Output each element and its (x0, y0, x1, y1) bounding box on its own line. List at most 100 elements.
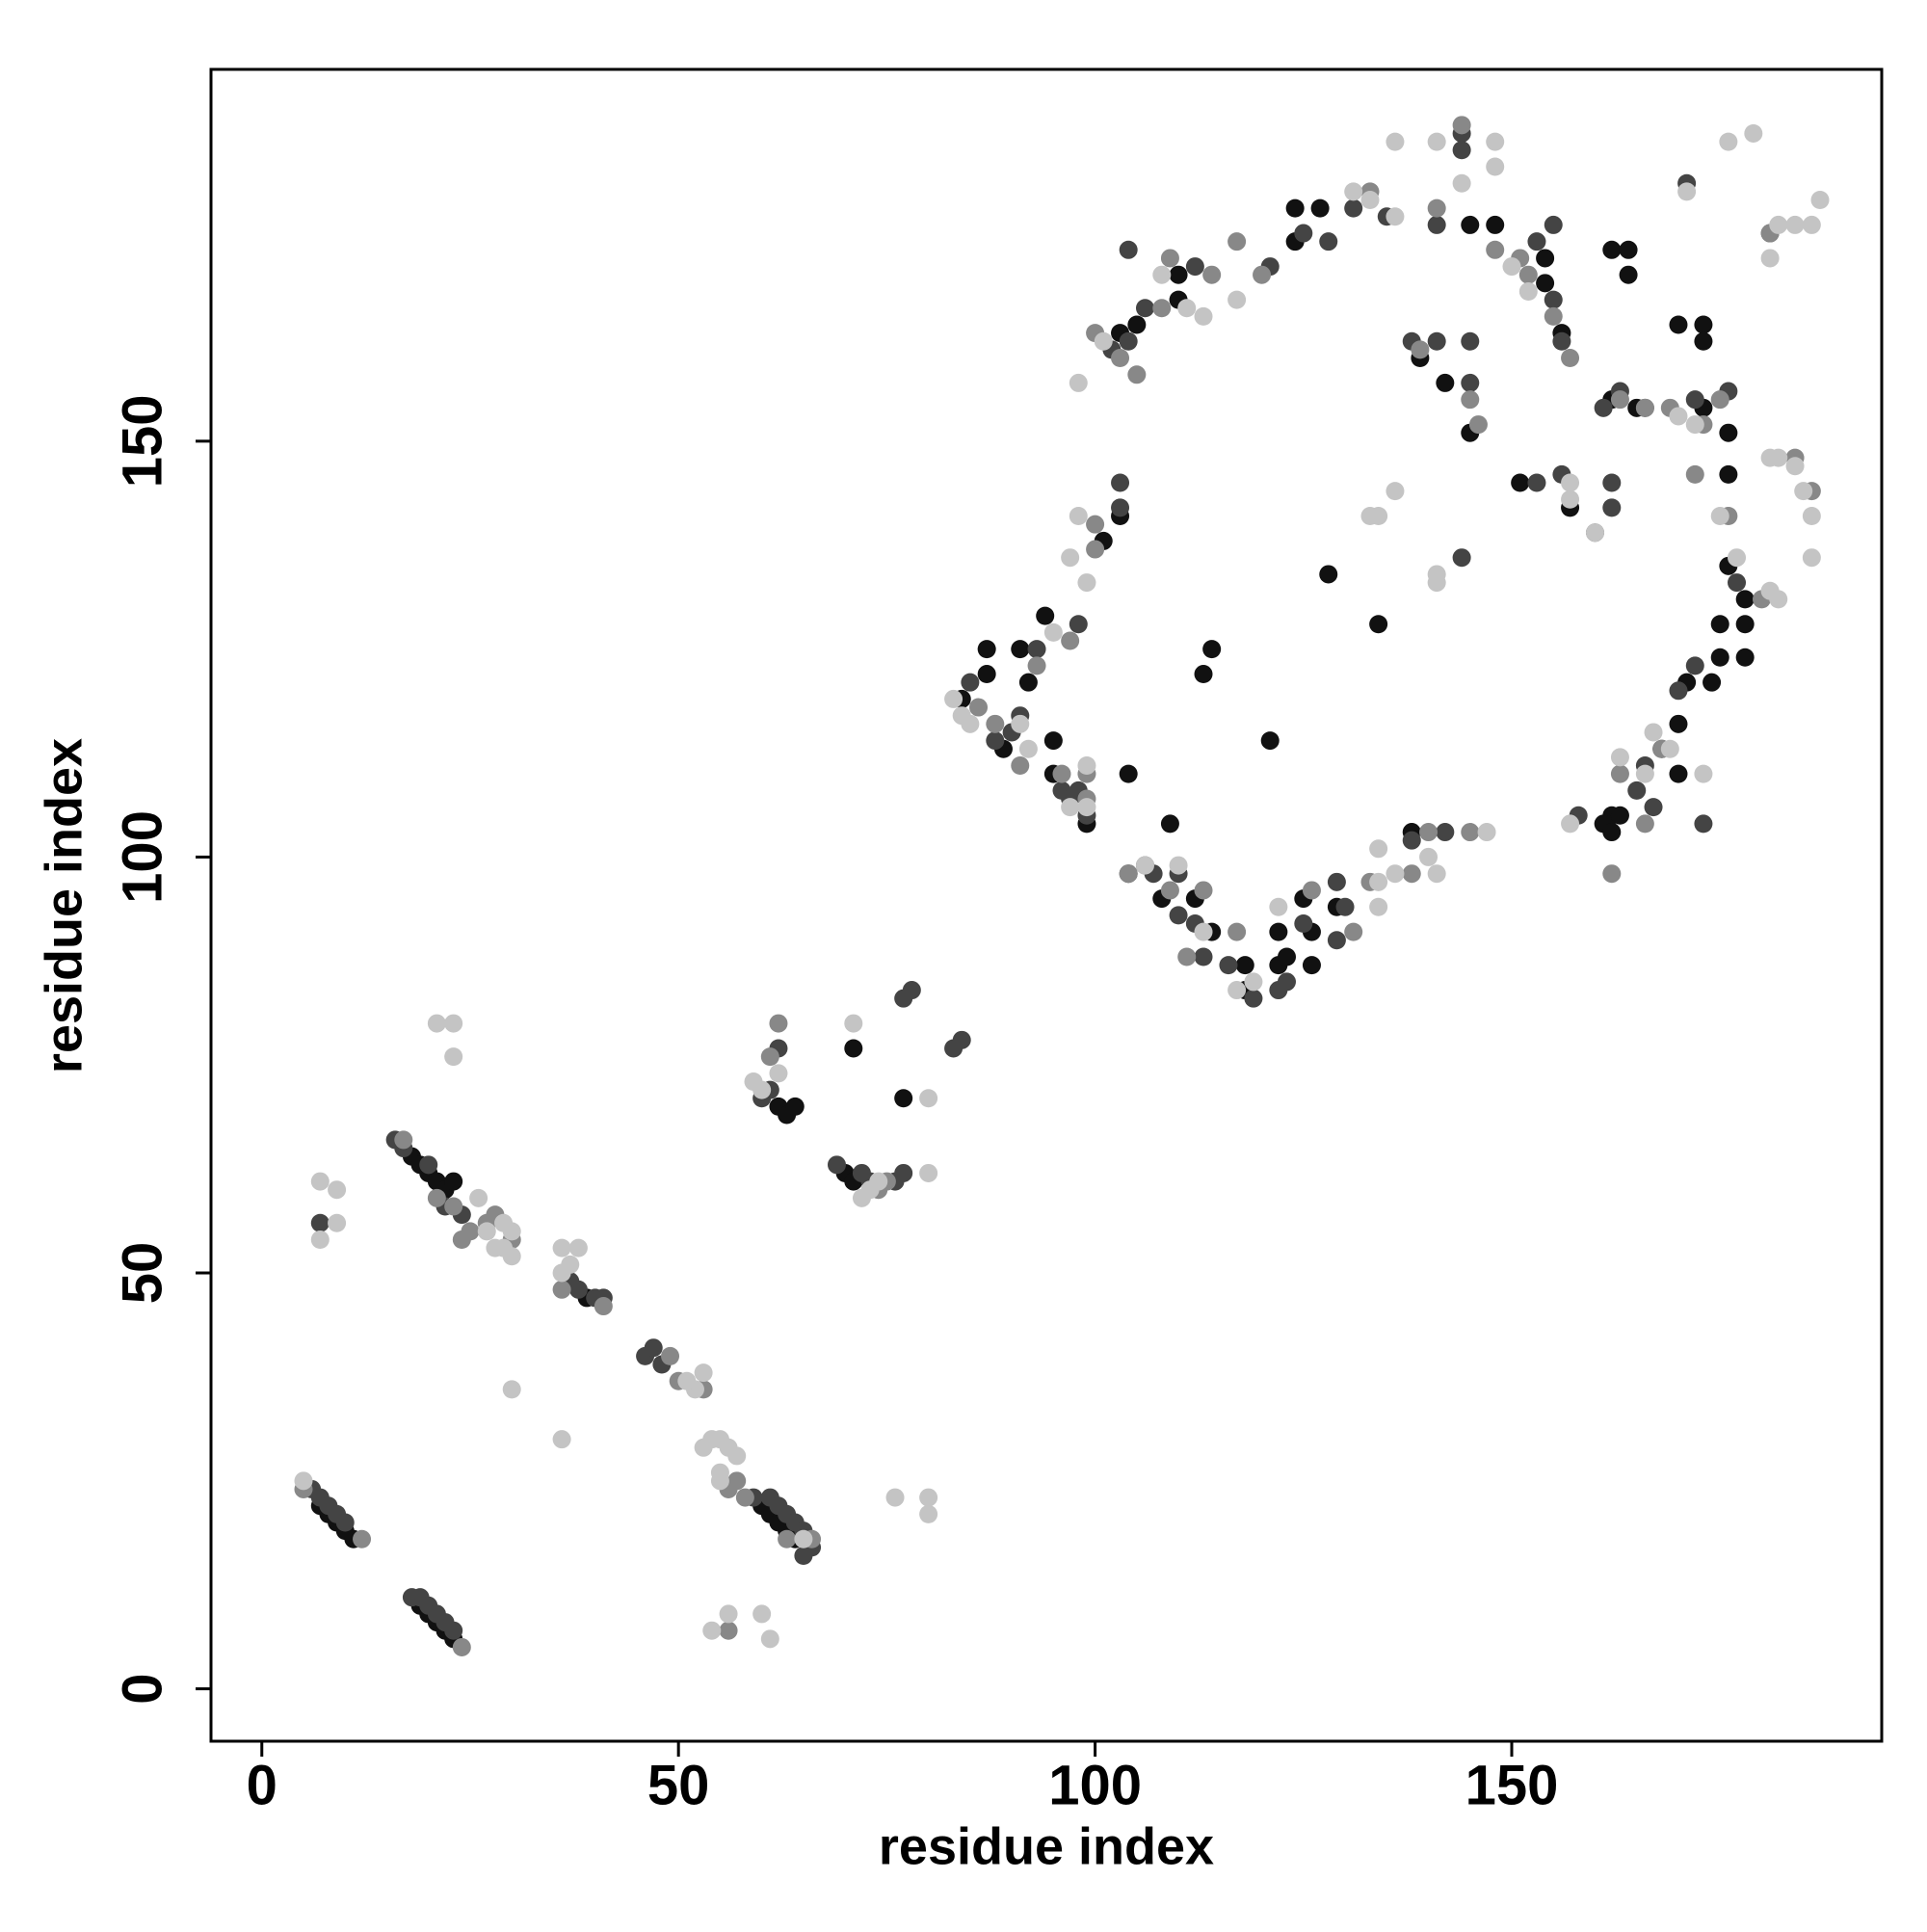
point (1710, 615, 1729, 634)
point (1518, 265, 1538, 284)
point (1278, 972, 1297, 992)
point (452, 1231, 471, 1249)
point (1160, 249, 1179, 268)
point (1703, 673, 1722, 692)
point (1685, 415, 1704, 435)
point (1411, 340, 1430, 359)
point (444, 1197, 463, 1216)
point (1644, 798, 1663, 817)
point (1160, 881, 1179, 900)
point (1619, 265, 1638, 284)
point (752, 1080, 772, 1099)
point (702, 1621, 722, 1640)
point (1669, 407, 1688, 426)
point (1202, 265, 1222, 284)
point (1669, 315, 1688, 334)
point (1719, 423, 1738, 442)
point (1602, 240, 1622, 259)
point (1135, 856, 1154, 875)
point (1194, 947, 1213, 966)
point (444, 1172, 463, 1191)
point (1728, 573, 1747, 593)
point (1685, 464, 1704, 484)
point (1344, 922, 1363, 941)
point (1427, 565, 1446, 584)
point (827, 1155, 846, 1175)
y-tick-label: 50 (111, 1242, 173, 1305)
point (1527, 232, 1546, 251)
point (961, 714, 980, 733)
point (1544, 306, 1563, 326)
point (844, 1014, 863, 1033)
point (1069, 373, 1088, 392)
point (727, 1446, 747, 1466)
point (1785, 457, 1805, 476)
point (427, 1188, 446, 1207)
point (794, 1547, 813, 1566)
point (353, 1529, 372, 1548)
point (1728, 548, 1747, 568)
point (1685, 390, 1704, 410)
point (594, 1297, 613, 1316)
point (1477, 823, 1496, 842)
point (1669, 714, 1688, 733)
point (1253, 265, 1272, 284)
point (1660, 739, 1679, 758)
point (1635, 398, 1654, 417)
point (1427, 331, 1446, 351)
point (1077, 755, 1096, 775)
x-tick-label: 100 (1048, 1754, 1142, 1816)
point (1602, 823, 1622, 842)
point (1710, 648, 1729, 667)
point (919, 1488, 938, 1507)
point (1536, 249, 1555, 268)
point (969, 698, 989, 717)
point (427, 1014, 446, 1033)
point (1419, 847, 1439, 866)
point (1327, 872, 1346, 891)
point (1518, 281, 1538, 301)
point (1536, 274, 1555, 293)
point (1094, 331, 1113, 351)
point (1127, 315, 1147, 334)
plot-frame (209, 67, 1884, 1743)
point (1427, 215, 1446, 234)
point (1610, 748, 1629, 767)
point (1502, 257, 1521, 277)
point (1018, 739, 1038, 758)
point (1802, 548, 1821, 568)
point (769, 1064, 788, 1083)
point (677, 1371, 697, 1390)
point (1111, 473, 1130, 492)
point (1669, 681, 1688, 701)
y-axis-label: residue index (35, 738, 92, 1073)
point (310, 1231, 330, 1249)
point (1119, 331, 1138, 351)
point (1436, 373, 1455, 392)
point (1194, 306, 1213, 326)
point (1461, 373, 1480, 392)
point (727, 1471, 747, 1491)
point (1810, 191, 1830, 210)
point (1302, 881, 1321, 900)
point (1077, 798, 1096, 817)
point (1319, 232, 1338, 251)
point (394, 1130, 413, 1150)
point (977, 665, 996, 684)
point (1061, 798, 1080, 817)
point (1011, 755, 1030, 775)
point (1227, 981, 1247, 1000)
point (1461, 823, 1480, 842)
point (1427, 132, 1446, 151)
point (328, 1213, 347, 1232)
point (1486, 157, 1505, 176)
y-tick-label: 150 (111, 394, 173, 488)
point (1544, 290, 1563, 309)
point (1452, 548, 1471, 568)
point (1594, 398, 1613, 417)
point (1461, 215, 1480, 234)
point (1119, 764, 1138, 783)
point (1602, 473, 1622, 492)
point (310, 1213, 330, 1232)
point (1419, 823, 1439, 842)
